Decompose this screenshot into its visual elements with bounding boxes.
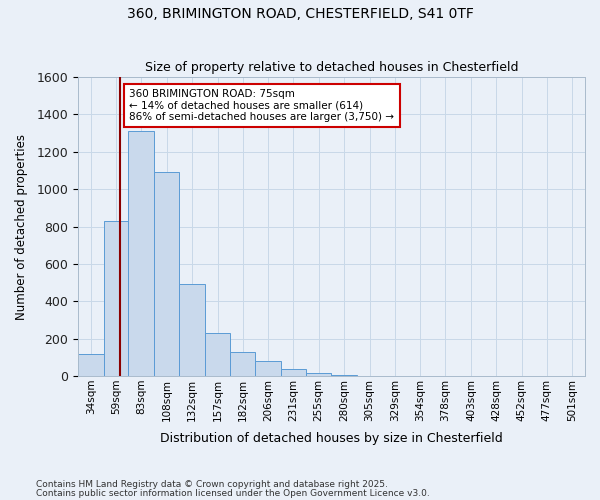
Bar: [78, 354, 104, 376]
Title: Size of property relative to detached houses in Chesterfield: Size of property relative to detached ho…: [145, 62, 518, 74]
Bar: [331, 375, 357, 376]
Bar: [281, 368, 305, 376]
Bar: [104, 221, 128, 376]
Bar: [205, 333, 230, 376]
Text: Contains HM Land Registry data © Crown copyright and database right 2025.: Contains HM Land Registry data © Crown c…: [36, 480, 388, 489]
Text: Contains public sector information licensed under the Open Government Licence v3: Contains public sector information licen…: [36, 488, 430, 498]
Bar: [179, 284, 205, 376]
Text: 360, BRIMINGTON ROAD, CHESTERFIELD, S41 0TF: 360, BRIMINGTON ROAD, CHESTERFIELD, S41 …: [127, 8, 473, 22]
Text: 360 BRIMINGTON ROAD: 75sqm
← 14% of detached houses are smaller (614)
86% of sem: 360 BRIMINGTON ROAD: 75sqm ← 14% of deta…: [130, 89, 394, 122]
Bar: [128, 131, 154, 376]
Bar: [154, 172, 179, 376]
X-axis label: Distribution of detached houses by size in Chesterfield: Distribution of detached houses by size …: [160, 432, 503, 445]
Bar: [255, 361, 281, 376]
Bar: [230, 352, 255, 376]
Bar: [305, 373, 331, 376]
Y-axis label: Number of detached properties: Number of detached properties: [15, 134, 28, 320]
